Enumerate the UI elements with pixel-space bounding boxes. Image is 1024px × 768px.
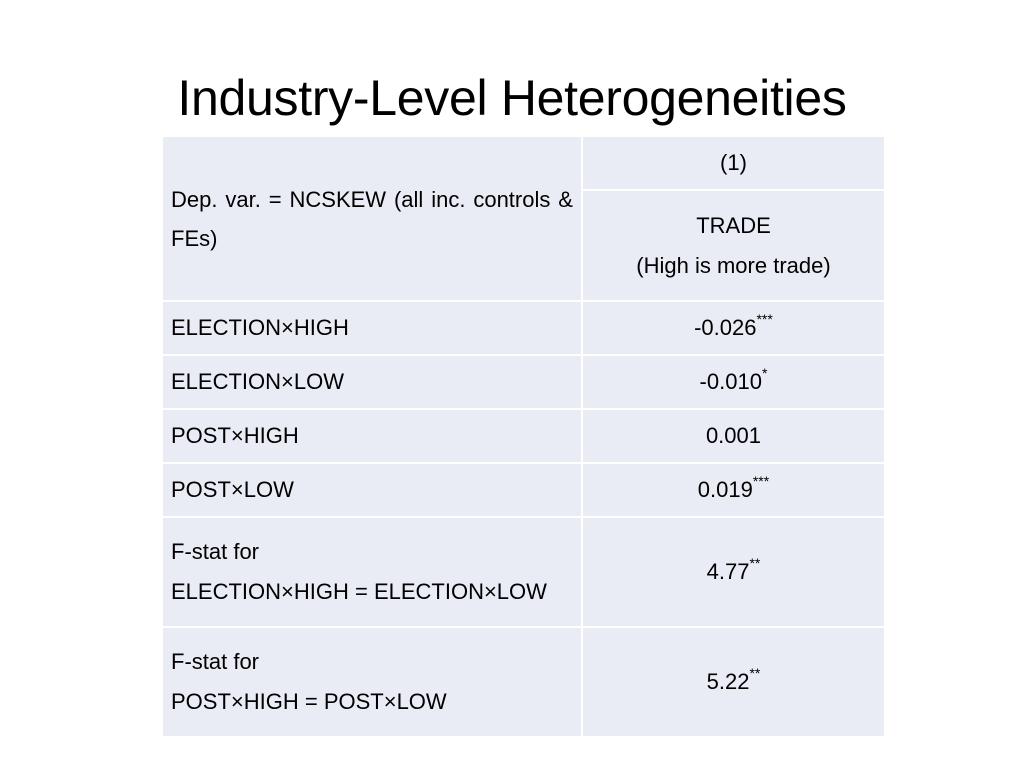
column-name-line2: (High is more trade) <box>636 252 831 278</box>
fstat-value: 4.77** <box>582 518 886 628</box>
fstat-number: 4.77 <box>706 559 750 584</box>
coefficient: 0.001 <box>705 423 761 448</box>
significance-stars: ** <box>749 554 761 571</box>
row-value: 0.001 <box>582 410 886 464</box>
slide-title: Industry-Level Heterogeneities <box>177 70 847 126</box>
row-label: POST×LOW <box>163 464 583 518</box>
row-value: 0.019*** <box>582 464 886 518</box>
fstat-label: F-stat for ELECTION×HIGH = ELECTION×LOW <box>163 518 583 628</box>
significance-stars: ** <box>749 664 761 681</box>
significance-stars: *** <box>756 310 773 327</box>
table-row: POST×LOW 0.019*** <box>163 464 886 518</box>
row-label: ELECTION×LOW <box>163 356 583 410</box>
table-header-row-1: Dep. var. = NCSKEW (all inc. controls & … <box>163 137 886 302</box>
significance-stars: * <box>761 364 768 381</box>
fstat-label-line1: F-stat for <box>171 539 260 564</box>
table-row: POST×HIGH 0.001 <box>163 410 886 464</box>
fstat-label: F-stat for POST×HIGH = POST×LOW <box>163 628 583 738</box>
column-number: (1) <box>582 137 886 191</box>
fstat-row: F-stat for ELECTION×HIGH = ELECTION×LOW … <box>163 518 886 628</box>
table-row: ELECTION×LOW -0.010* <box>163 356 886 410</box>
row-label: POST×HIGH <box>163 410 583 464</box>
fstat-label-line1: F-stat for <box>171 649 260 674</box>
fstat-number: 5.22 <box>706 669 750 694</box>
fstat-label-line2: ELECTION×HIGH = ELECTION×LOW <box>171 579 547 604</box>
fstat-label-line2: POST×HIGH = POST×LOW <box>171 689 447 714</box>
table-header-row-2: TRADE (High is more trade) <box>163 191 886 302</box>
fstat-row: F-stat for POST×HIGH = POST×LOW 5.22** <box>163 628 886 738</box>
row-value: -0.010* <box>582 356 886 410</box>
column-name-line1: TRADE <box>696 212 771 238</box>
column-name: TRADE (High is more trade) <box>582 191 886 302</box>
row-value: -0.026*** <box>582 302 886 356</box>
dependent-variable-label: Dep. var. = NCSKEW (all inc. controls & … <box>163 137 583 302</box>
coefficient: -0.010 <box>699 369 762 394</box>
significance-stars: *** <box>752 472 770 489</box>
fstat-value: 5.22** <box>582 628 886 738</box>
table-row: ELECTION×HIGH -0.026*** <box>163 302 886 356</box>
coefficient: -0.026 <box>694 315 757 340</box>
row-label: ELECTION×HIGH <box>163 302 583 356</box>
regression-table: Dep. var. = NCSKEW (all inc. controls & … <box>163 137 886 738</box>
coefficient: 0.019 <box>697 477 753 502</box>
